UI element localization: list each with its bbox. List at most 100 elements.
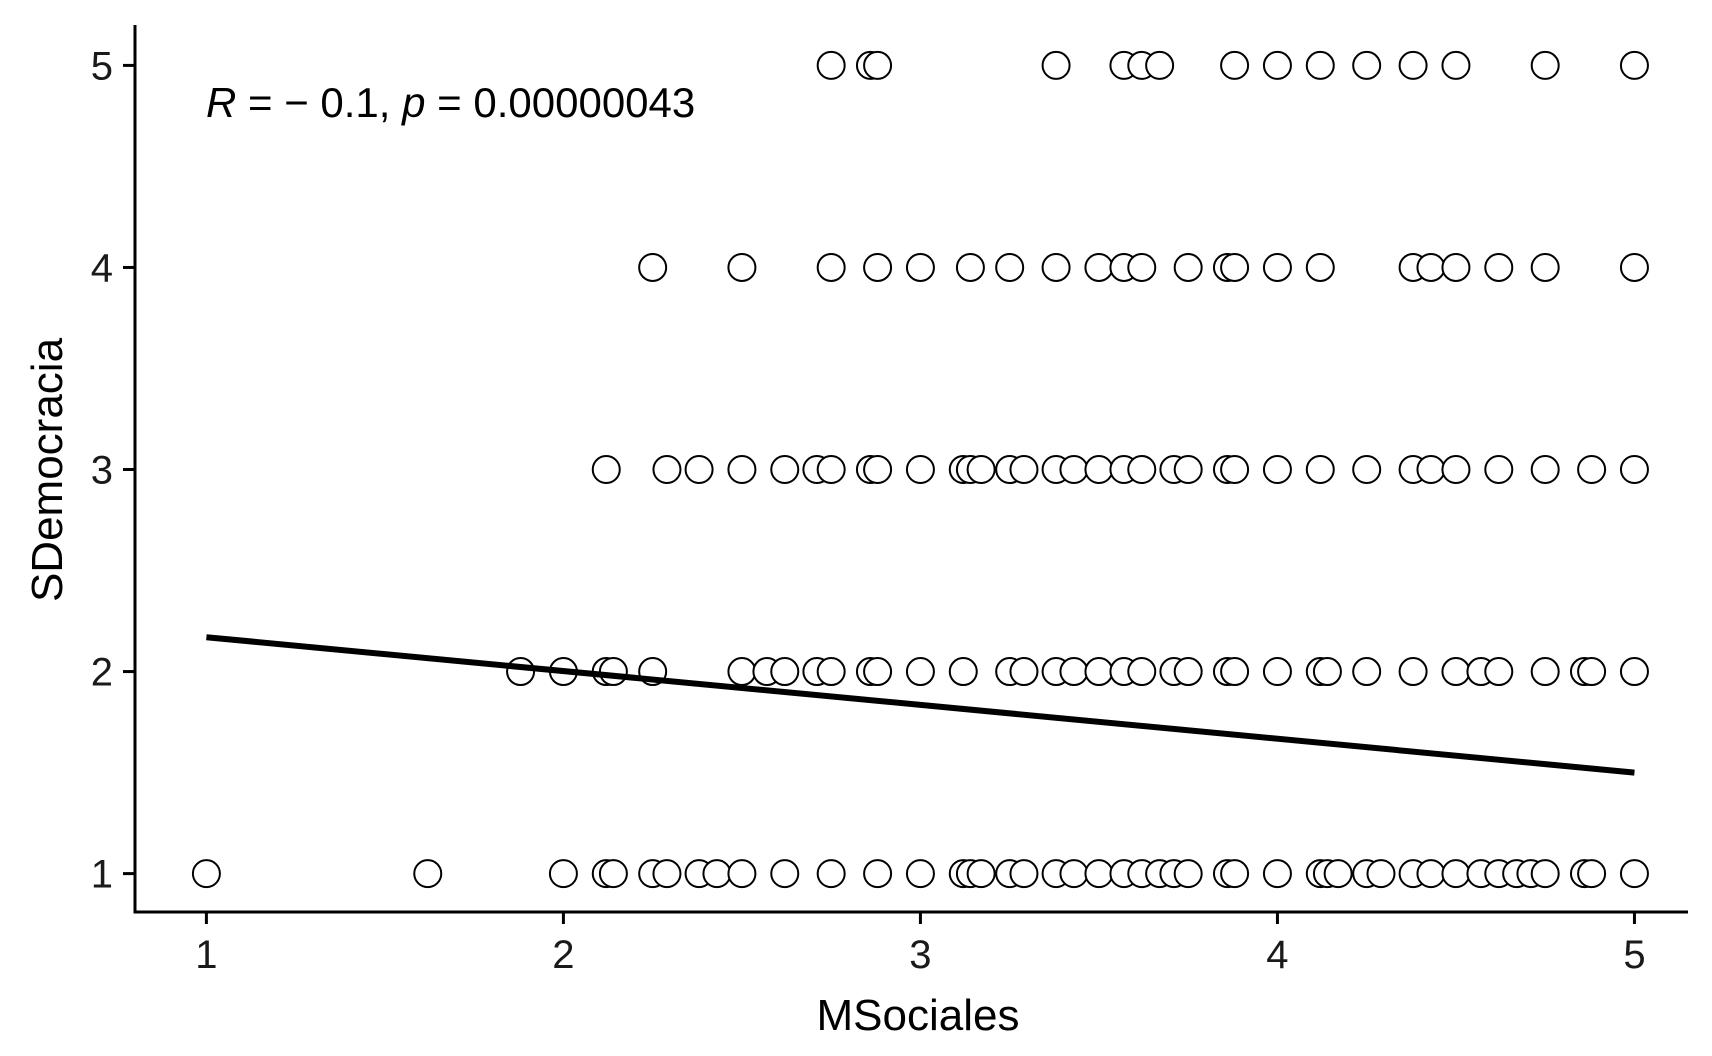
scatter-point (1173, 657, 1203, 687)
scatter-point (1577, 455, 1607, 485)
x-tick-label: 1 (195, 933, 217, 977)
scatter-point (1220, 657, 1250, 687)
scatter-point (506, 657, 536, 687)
scatter-point (1127, 657, 1157, 687)
scatter-point (1416, 859, 1446, 889)
scatter-point (1262, 455, 1292, 485)
scatter-point (1305, 50, 1335, 80)
scatter-point (1619, 252, 1649, 282)
scatter-point (770, 657, 800, 687)
scatter-point (1352, 657, 1382, 687)
scatter-point (955, 252, 985, 282)
scatter-point (548, 859, 578, 889)
scatter-point (1416, 252, 1446, 282)
scatter-point (1323, 859, 1353, 889)
scatter-point (770, 455, 800, 485)
p-value: = 0.00000043 (426, 79, 696, 126)
scatter-point (1084, 455, 1114, 485)
scatter-point (591, 455, 621, 485)
scatter-point (1059, 657, 1089, 687)
x-tick-label: 4 (1266, 933, 1288, 977)
x-axis-ticks: 1 2 3 4 5 (195, 912, 1646, 977)
scatter-point (1484, 455, 1514, 485)
scatter-point (1173, 859, 1203, 889)
y-tick-label: 1 (91, 853, 113, 897)
scatter-point (1009, 657, 1039, 687)
scatter-point (816, 657, 846, 687)
scatter-point (1009, 859, 1039, 889)
scatter-point (1530, 455, 1560, 485)
scatter-point (1084, 252, 1114, 282)
scatter-point (1441, 252, 1471, 282)
scatter-point (863, 859, 893, 889)
scatter-point (770, 859, 800, 889)
scatter-point (1619, 859, 1649, 889)
scatter-point (1220, 252, 1250, 282)
scatter-point (1220, 50, 1250, 80)
scatter-point (727, 252, 757, 282)
scatter-point (863, 50, 893, 80)
scatter-point (1084, 859, 1114, 889)
scatter-point (727, 455, 757, 485)
scatter-point (1484, 657, 1514, 687)
scatter-point (1262, 252, 1292, 282)
scatter-point (727, 859, 757, 889)
scatter-point (1530, 657, 1560, 687)
scatter-point (905, 657, 935, 687)
scatter-point (863, 455, 893, 485)
scatter-point (905, 252, 935, 282)
scatter-point (863, 657, 893, 687)
scatter-point (1441, 657, 1471, 687)
y-axis-title: SDemocracia (23, 337, 72, 602)
scatter-point (652, 455, 682, 485)
scatter-point (1262, 50, 1292, 80)
regression-line (206, 634, 1635, 776)
scatter-point (1441, 859, 1471, 889)
scatter-point (905, 455, 935, 485)
scatter-point (816, 252, 846, 282)
scatter-point (1173, 252, 1203, 282)
scatter-point (966, 455, 996, 485)
scatter-point (1009, 455, 1039, 485)
y-tick-label: 5 (91, 44, 113, 88)
scatter-point (1366, 859, 1396, 889)
scatter-point (684, 455, 714, 485)
scatter-point (652, 859, 682, 889)
scatter-point (1127, 252, 1157, 282)
scatter-point (413, 859, 443, 889)
x-tick-label: 2 (552, 933, 574, 977)
scatter-point (1127, 455, 1157, 485)
scatter-point (1262, 657, 1292, 687)
p-symbol: p (400, 79, 425, 126)
scatter-point (1577, 657, 1607, 687)
scatter-point (1305, 455, 1335, 485)
y-tick-label: 4 (91, 246, 113, 290)
correlation-annotation: R = − 0.1, p = 0.00000043 (206, 79, 695, 126)
x-axis-title: MSociales (817, 991, 1020, 1040)
scatter-point (905, 859, 935, 889)
scatter-point (1530, 50, 1560, 80)
scatter-point (1416, 455, 1446, 485)
scatter-point (727, 657, 757, 687)
scatter-point (1220, 859, 1250, 889)
y-axis-ticks: 1 2 3 4 5 (91, 44, 135, 897)
scatter-point (1530, 859, 1560, 889)
x-tick-label: 3 (909, 933, 931, 977)
scatter-point (1262, 859, 1292, 889)
scatter-point (1398, 50, 1428, 80)
r-value: = − 0.1, (236, 79, 402, 126)
scatter-point (598, 859, 628, 889)
scatter-point (1577, 859, 1607, 889)
points-layer (191, 50, 1649, 889)
scatter-point (1059, 455, 1089, 485)
scatter-point (1398, 657, 1428, 687)
scatter-point (816, 859, 846, 889)
scatter-point (816, 50, 846, 80)
scatter-point (1305, 252, 1335, 282)
scatter-point (1530, 252, 1560, 282)
scatter-point (638, 252, 668, 282)
scatter-point (1312, 657, 1342, 687)
scatter-point (1173, 455, 1203, 485)
x-tick-label: 5 (1623, 933, 1645, 977)
scatter-point (1352, 50, 1382, 80)
